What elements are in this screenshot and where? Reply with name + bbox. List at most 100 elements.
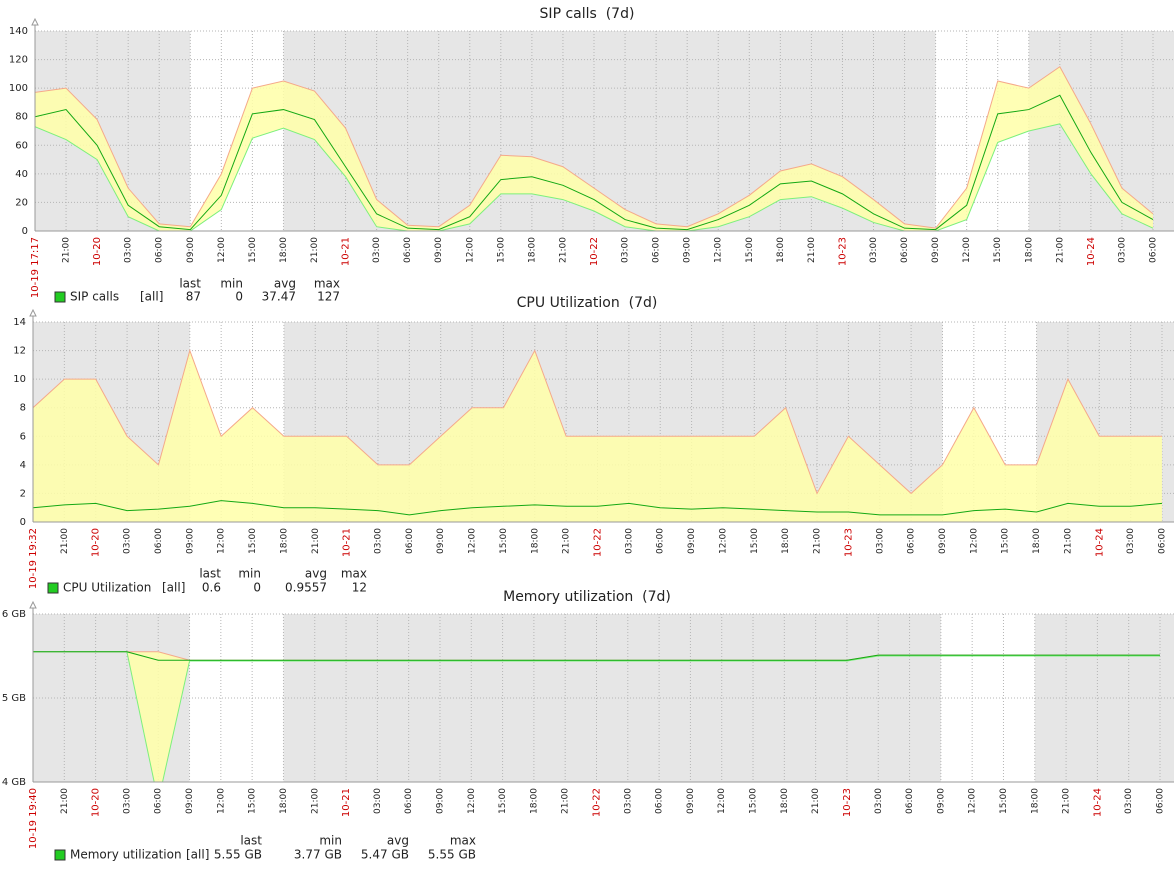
x-tick-label: 12:00 bbox=[468, 528, 478, 554]
x-tick-label: 03:00 bbox=[122, 788, 132, 814]
x-tick-label: 10-20 bbox=[92, 237, 103, 266]
legend-scope: [all] bbox=[140, 290, 163, 304]
legend-swatch bbox=[54, 291, 66, 303]
legend-stat: 37.47 bbox=[262, 290, 296, 304]
legend-header: last bbox=[199, 567, 221, 581]
x-tick-label: 21:00 bbox=[562, 528, 572, 554]
x-tick-label: 21:00 bbox=[310, 237, 320, 263]
x-tick-label: 10-24 bbox=[1086, 237, 1097, 266]
x-tick-label: 18:00 bbox=[781, 528, 791, 554]
legend-header: max bbox=[341, 567, 367, 581]
legend-header: min bbox=[319, 834, 342, 848]
x-tick-label: 21:00 bbox=[60, 788, 70, 814]
x-tick-label: 09:00 bbox=[683, 237, 693, 263]
x-tick-label: 10-21 bbox=[341, 788, 352, 817]
x-tick-label: 06:00 bbox=[652, 237, 662, 263]
x-tick-label: 09:00 bbox=[687, 528, 697, 554]
x-tick-label: 10-21 bbox=[342, 528, 353, 557]
plot bbox=[33, 348, 1163, 522]
x-tick-label: 06:00 bbox=[405, 528, 415, 554]
series-line bbox=[33, 651, 1160, 661]
x-tick-label: 10-20 bbox=[91, 788, 102, 817]
x-tick-label: 21:00 bbox=[60, 528, 70, 554]
range-band bbox=[33, 651, 1160, 782]
x-tick-label: 09:00 bbox=[686, 788, 696, 814]
x-tick-label: 09:00 bbox=[185, 528, 195, 554]
x-tick-label: 12:00 bbox=[217, 237, 227, 263]
x-tick-label: 12:00 bbox=[216, 788, 226, 814]
legend-name: Memory utilization bbox=[70, 848, 182, 862]
x-tick-label: 15:00 bbox=[999, 788, 1009, 814]
y-tick-label: 14 bbox=[13, 317, 26, 328]
legend-header: min bbox=[220, 277, 243, 291]
series-line bbox=[33, 651, 1160, 782]
y-tick-label: 8 bbox=[20, 403, 26, 414]
x-tick-label: 06:00 bbox=[900, 237, 910, 263]
axis-arrow bbox=[31, 17, 39, 26]
x-tick-label: 09:00 bbox=[185, 788, 195, 814]
legend-stat: 12 bbox=[352, 581, 367, 595]
axis-arrow bbox=[29, 600, 37, 609]
y-tick-label: 100 bbox=[9, 83, 28, 94]
x-tick-label: 10-24 bbox=[1092, 788, 1103, 817]
x-tick-label: 15:00 bbox=[750, 528, 760, 554]
x-tick-label: 15:00 bbox=[1001, 528, 1011, 554]
y-tick-label: 20 bbox=[15, 197, 28, 208]
x-tick-label: 21:00 bbox=[561, 788, 571, 814]
x-tick-label: 12:00 bbox=[718, 528, 728, 554]
x-tick-label: 06:00 bbox=[905, 788, 915, 814]
x-tick-label: 03:00 bbox=[373, 788, 383, 814]
legend-header: avg bbox=[274, 277, 296, 291]
chart: CPU Utilization (7d) 0 2 4 6 8 10 12 14 10-19 19:… bbox=[13, 295, 1174, 595]
x-tick-label: 21:00 bbox=[811, 788, 821, 814]
x-tick-label: 03:00 bbox=[124, 237, 134, 263]
x-tick-label: 15:00 bbox=[749, 788, 759, 814]
x-tick-label: 06:00 bbox=[155, 237, 165, 263]
x-tick-label: 09:00 bbox=[435, 788, 445, 814]
chart: SIP calls (7d) 0 20 40 60 80 100 120 140 10-19 17… bbox=[9, 6, 1174, 304]
x-tick-label: 10-23 bbox=[842, 788, 853, 817]
x-tick-label: 12:00 bbox=[968, 788, 978, 814]
x-tick-label: 12:00 bbox=[717, 788, 727, 814]
x-tick-label: 09:00 bbox=[931, 237, 941, 263]
x-tick-label: 03:00 bbox=[372, 237, 382, 263]
x-tick-label: 03:00 bbox=[875, 528, 885, 554]
chart: Memory utilization (7d) 4 GB 5 GB 6 GB 10-19… bbox=[2, 589, 1174, 862]
y-tick-label: 80 bbox=[15, 112, 28, 123]
x-tick-label: 18:00 bbox=[279, 788, 289, 814]
x-tick-label: 10-24 bbox=[1094, 528, 1105, 557]
x-tick-label: 21:00 bbox=[807, 237, 817, 263]
plot bbox=[35, 65, 1154, 231]
x-tick-label: 18:00 bbox=[527, 237, 537, 263]
legend-stat: 5.55 GB bbox=[214, 848, 262, 862]
x-tick-label: 03:00 bbox=[1126, 528, 1136, 554]
x-tick-label: 03:00 bbox=[623, 788, 633, 814]
legend-stat: 0.6 bbox=[202, 581, 221, 595]
y-tick-label: 10 bbox=[13, 374, 26, 385]
x-tick-label: 10-23 bbox=[837, 237, 848, 266]
x-tick-label: 12:00 bbox=[962, 237, 972, 263]
x-tick-label: 21:00 bbox=[1055, 237, 1065, 263]
x-tick-label: 18:00 bbox=[780, 788, 790, 814]
x-tick-label: 06:00 bbox=[907, 528, 917, 554]
y-tick-label: 120 bbox=[9, 55, 28, 66]
y-tick-label: 60 bbox=[15, 140, 28, 151]
legend-name: SIP calls bbox=[70, 290, 119, 304]
x-tick-label: 03:00 bbox=[869, 237, 879, 263]
chart-title: Memory utilization (7d) bbox=[503, 589, 671, 605]
legend-header: avg bbox=[305, 567, 327, 581]
x-tick-label: 21:00 bbox=[558, 237, 568, 263]
series-line bbox=[33, 348, 1162, 495]
x-tick-label: 12:00 bbox=[969, 528, 979, 554]
legend-stat: 0 bbox=[253, 581, 261, 595]
x-tick-label: 15:00 bbox=[496, 237, 506, 263]
legend-stat: 5.55 GB bbox=[428, 848, 476, 862]
x-tick-label: 18:00 bbox=[1030, 788, 1040, 814]
x-tick-label: 06:00 bbox=[404, 788, 414, 814]
x-tick-label: 15:00 bbox=[745, 237, 755, 263]
x-tick-label: 10-19 19:40 bbox=[28, 788, 39, 849]
chart-title: SIP calls (7d) bbox=[540, 6, 635, 22]
x-tick-label: 12:00 bbox=[217, 528, 227, 554]
x-tick-label: 03:00 bbox=[624, 528, 634, 554]
x-tick-label: 15:00 bbox=[248, 237, 258, 263]
